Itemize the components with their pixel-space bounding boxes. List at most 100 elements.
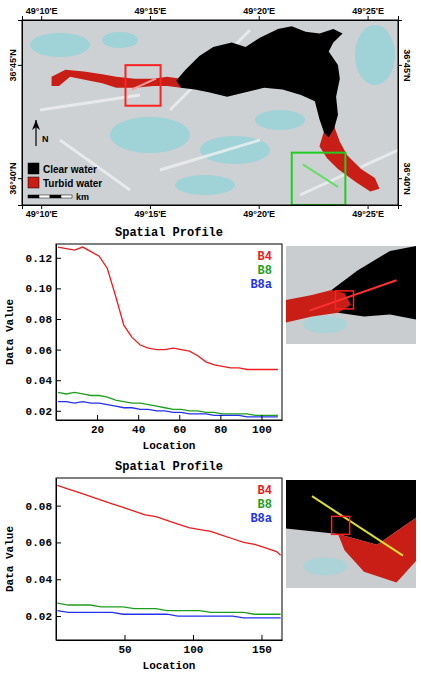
tick-mark — [150, 16, 151, 20]
series-line — [57, 485, 280, 555]
tick-label: 36°45'N — [8, 49, 18, 81]
tick: 100 — [184, 635, 204, 656]
study-box — [336, 291, 354, 309]
chart-title: Spatial Profile — [115, 460, 223, 474]
tick: 0.04 — [26, 574, 61, 586]
axis-line — [23, 16, 399, 21]
tick-label: 0.04 — [26, 574, 53, 586]
x-axis-bottom: 49°10'E49°15'E49°20'E49°25'E — [23, 205, 399, 219]
tick-mark — [56, 319, 61, 320]
tick: 0.06 — [26, 345, 61, 357]
legend-label: Clear water — [43, 164, 97, 175]
tick-mark — [56, 288, 61, 289]
tick: 0.06 — [26, 537, 61, 549]
tick-label: 49°25'E — [352, 209, 384, 219]
legend-swatch — [28, 177, 39, 188]
vegetation — [110, 117, 190, 153]
series-line — [58, 247, 278, 369]
vegetation — [30, 33, 90, 57]
x-axis-title: Location — [143, 440, 196, 452]
tick: 49°10'E — [26, 6, 58, 20]
turbid-water — [286, 290, 351, 322]
plot-frame — [56, 478, 282, 640]
tick-label: 0.10 — [26, 283, 52, 295]
profile-line — [132, 79, 156, 90]
tick-label: 36°40'N — [8, 163, 18, 195]
tick: 49°10'E — [26, 205, 58, 219]
tick-label: 0.04 — [26, 375, 53, 387]
tick: 0.10 — [26, 283, 61, 295]
tick-label: 0.06 — [26, 537, 52, 549]
tick-label: 49°20'E — [243, 6, 275, 16]
tick-label: 0.08 — [26, 501, 53, 513]
tick: 40 — [132, 415, 145, 436]
north-arrow — [35, 120, 36, 146]
scale-bar — [61, 195, 72, 198]
tick-label: 49°20'E — [243, 209, 275, 219]
legend-label: B4 — [258, 250, 272, 264]
study-box — [332, 516, 350, 534]
axis-line — [57, 420, 283, 421]
y-axis-title: Data Value — [4, 299, 16, 365]
tick-label: 36°45'N — [402, 49, 412, 81]
tick: 0.08 — [26, 314, 61, 326]
figure: 49°10'E49°15'E49°20'E49°25'E49°10'E49°15… — [0, 0, 421, 686]
vegetation — [102, 32, 138, 48]
scale-bar — [39, 195, 50, 198]
series-lines — [57, 485, 280, 618]
tick-mark — [41, 16, 42, 20]
scale-bar — [28, 195, 39, 198]
tick-label: 49°10'E — [26, 6, 58, 16]
legend-label: B4 — [258, 484, 272, 498]
tick-mark — [368, 16, 369, 20]
study-box — [292, 153, 346, 205]
y-axis-left: 36°40'N 36°45'N — [8, 21, 23, 206]
tick-mark — [220, 415, 221, 420]
tick-label: 80 — [214, 424, 227, 436]
ridge — [160, 140, 260, 170]
tick-mark — [56, 542, 61, 543]
tick: 49°25'E — [352, 6, 384, 20]
y-axis-right: 36°40'N 36°45'N — [398, 21, 412, 206]
tick-mark — [97, 415, 98, 420]
series-line — [57, 611, 280, 618]
axis-line — [57, 640, 283, 641]
terrain — [286, 246, 416, 344]
map-frame — [22, 20, 398, 205]
tick-mark — [261, 415, 262, 420]
scale-label: km — [76, 192, 89, 202]
vegetation — [355, 25, 395, 85]
axis-line — [56, 245, 57, 421]
axis-line — [23, 206, 399, 210]
tick-label: 0.12 — [26, 253, 52, 265]
clear-water — [176, 26, 342, 137]
tick: 0.12 — [26, 253, 61, 265]
terrain — [286, 480, 416, 588]
tick-mark — [259, 16, 260, 20]
tick-label: 0.02 — [26, 406, 52, 418]
legend-label: B8a — [250, 278, 272, 292]
tick: 50 — [118, 635, 131, 656]
legend-swatch — [28, 163, 39, 174]
tick-label: 60 — [173, 424, 186, 436]
profile-line — [309, 280, 396, 310]
tick: 36°45'N — [8, 49, 22, 81]
tick-mark — [261, 635, 262, 640]
legend-label: B8a — [250, 512, 272, 526]
legend: Clear waterTurbid water — [28, 163, 102, 189]
tick: 100 — [252, 415, 272, 436]
tick: 80 — [214, 415, 227, 436]
tick-label: 100 — [252, 424, 272, 436]
tick: 60 — [173, 415, 186, 436]
tick-mark — [138, 415, 139, 420]
terrain — [22, 20, 398, 205]
tick-mark — [193, 635, 194, 640]
tick-mark — [56, 258, 61, 259]
profile-line — [312, 496, 403, 555]
north-label: N — [42, 134, 49, 144]
tick: 36°45'N — [398, 49, 412, 81]
chart-title: Spatial Profile — [115, 226, 223, 240]
tick-label: 20 — [91, 424, 104, 436]
map-image — [22, 20, 398, 205]
tick-label: 36°40'N — [402, 163, 412, 195]
